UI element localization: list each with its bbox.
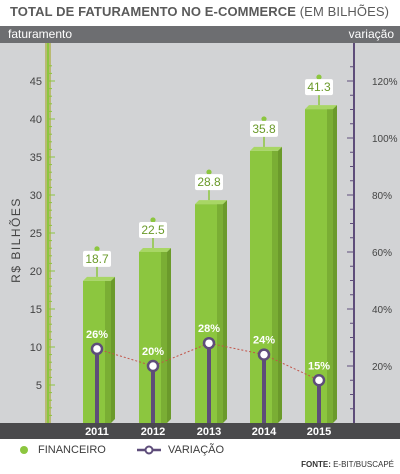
category-band [0, 423, 400, 439]
bar-dot [206, 169, 212, 175]
left-tick-label: 10 [30, 342, 42, 354]
bar-shade [161, 252, 167, 423]
right-tick-label: 60% [372, 248, 392, 259]
variation-label: 15% [308, 360, 330, 372]
variation-label: 26% [86, 329, 108, 341]
left-tick-label: 45 [30, 76, 42, 88]
bar-label-bg [83, 250, 111, 267]
variation-point [90, 342, 104, 356]
bar-dot [150, 217, 156, 223]
variation-point [257, 348, 271, 361]
right-tick-label: 80% [372, 191, 392, 202]
bar-label-bg [305, 79, 333, 96]
bar-value-label: 35.8 [252, 122, 276, 136]
bar-shade [105, 280, 111, 423]
bar-top [83, 276, 115, 281]
bar-dot [316, 74, 322, 80]
chart-title: TOTAL DE FATURAMENTO NO E-COMMERCE (EM B… [10, 4, 389, 19]
legend-financeiro-swatch-icon [20, 446, 28, 454]
right-tick-label: 40% [372, 305, 392, 316]
y-axis-title: R$ BILHÕES [8, 197, 23, 283]
bar-side [278, 146, 282, 424]
bar-top [195, 200, 227, 205]
category-label: 2011 [85, 426, 109, 438]
chart-title-bold: TOTAL DE FATURAMENTO NO E-COMMERCE [10, 4, 297, 19]
category-label: 2012 [141, 426, 165, 438]
bar-top [305, 105, 337, 110]
variation-label: 24% [253, 335, 275, 347]
right-axis-title: variação [348, 27, 394, 41]
legend-item-variacao: VARIAÇÃO [136, 444, 224, 456]
bar-side [333, 105, 337, 424]
left-tick-label: 20 [30, 266, 42, 278]
legend-financeiro-label: FINANCEIRO [38, 444, 106, 456]
left-tick-label: 5 [36, 380, 42, 392]
chart-title-light: (EM BILHÕES) [296, 4, 390, 19]
source-note: FONTE: E-BIT/BUSCAPÉ [301, 460, 394, 469]
variation-label: 20% [142, 346, 164, 358]
bar-shade [217, 204, 223, 423]
right-axis-line [353, 43, 355, 423]
left-tick-label: 25 [30, 228, 42, 240]
left-tick-label: 40 [30, 114, 42, 126]
bar-side [111, 276, 115, 423]
axis-header-band: faturamento variação [0, 26, 400, 43]
category-label: 2013 [197, 426, 221, 438]
source-text: E-BIT/BUSCAPÉ [330, 460, 394, 469]
bar-side [223, 200, 227, 423]
bar-top [139, 248, 171, 252]
legend-variacao-swatch-icon [137, 445, 161, 455]
bar-side [167, 248, 171, 423]
bar-dot [94, 246, 100, 252]
bar-dot [261, 116, 267, 122]
bar-value-label: 41.3 [307, 80, 331, 94]
left-axis-title: faturamento [8, 27, 73, 41]
legend-item-financeiro: FINANCEIRO [20, 444, 106, 456]
left-tick-label: 15 [30, 304, 42, 316]
variation-point [312, 374, 326, 387]
left-tick-label: 35 [30, 152, 42, 164]
left-tick-label: 30 [30, 190, 42, 202]
category-label: 2014 [252, 426, 277, 438]
bar-value-label: 22.5 [141, 223, 165, 237]
category-label: 2015 [307, 426, 331, 438]
right-tick-label: 20% [372, 362, 392, 373]
variation-point [202, 336, 216, 350]
variation-point [146, 359, 160, 373]
right-tick-label: 120% [372, 77, 398, 88]
bar-value-label: 28.8 [197, 175, 221, 189]
bar-value-label: 18.7 [85, 252, 109, 266]
left-axis-line [47, 43, 49, 423]
bar-shade [327, 109, 333, 424]
bar-top [250, 146, 282, 151]
right-tick-label: 100% [372, 134, 398, 145]
bar-shade [272, 150, 278, 424]
bar-label-bg [139, 222, 167, 238]
legend: FINANCEIRO VARIAÇÃO [0, 441, 400, 461]
bar-label-bg [195, 174, 223, 191]
variation-label: 28% [198, 323, 220, 335]
legend-variacao-label: VARIAÇÃO [168, 444, 225, 456]
bar-label-bg [250, 120, 278, 137]
source-label: FONTE: [301, 460, 331, 469]
